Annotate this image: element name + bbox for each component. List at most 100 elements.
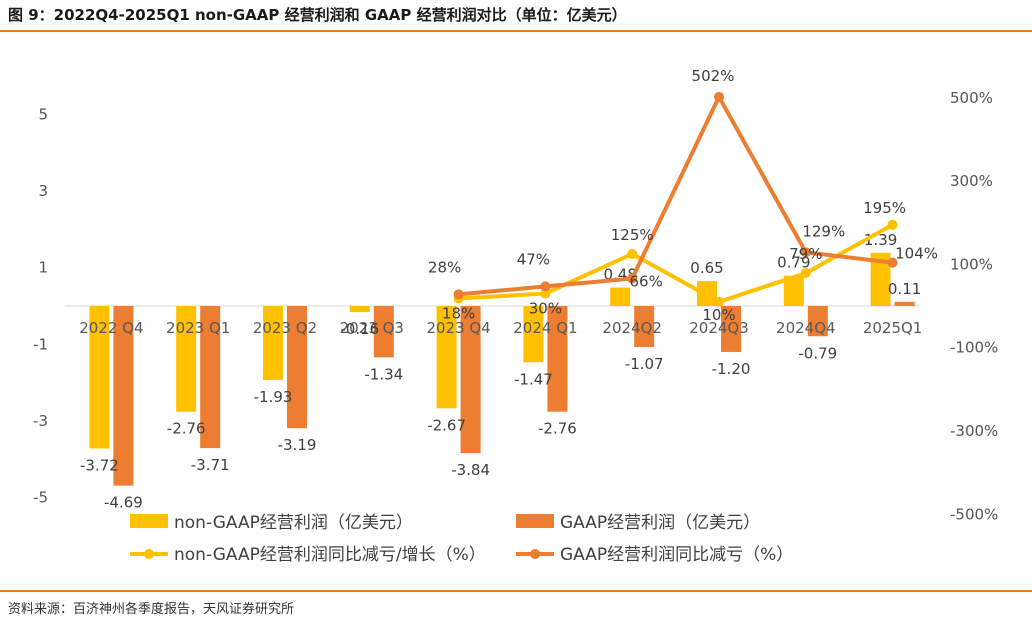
bar-value-label: -4.69 (104, 494, 143, 512)
bar (287, 306, 307, 429)
bar-value-label: -3.19 (278, 436, 317, 454)
left-axis: 5 3 1 -1 -3 -5 (33, 106, 48, 507)
bar-value-label: -0.79 (798, 344, 837, 362)
line-value-label: 129% (802, 222, 845, 240)
left-tick-label: -5 (33, 489, 48, 507)
right-tick-label: 300% (950, 172, 993, 190)
right-tick-label: -100% (950, 339, 998, 357)
category-label: 2024Q4 (776, 319, 836, 337)
category-labels: 2022 Q4 2023 Q1 2023 Q2 2023 Q3 2023 Q4 2024 … (79, 319, 922, 337)
bar (373, 306, 394, 358)
left-tick-label: -3 (33, 412, 48, 430)
series-line (458, 94, 893, 297)
category-label: 2023 Q2 (253, 319, 317, 337)
bar-value-label: 0.65 (690, 259, 723, 277)
left-tick-label: -1 (33, 335, 48, 353)
bar (610, 287, 631, 306)
legend-marker (144, 549, 154, 559)
bar (113, 306, 134, 486)
legend-marker (530, 549, 540, 559)
bar (634, 306, 655, 347)
bar-value-label: -2.76 (167, 420, 206, 438)
line-point (887, 219, 898, 230)
left-tick-label: 5 (38, 106, 48, 124)
line-point (800, 247, 811, 258)
category-label: 2024Q3 (689, 319, 749, 337)
bar-value-label: 0.79 (777, 254, 810, 272)
right-tick-label: 500% (950, 89, 993, 107)
legend-label: GAAP经营利润同比减亏（%） (560, 545, 793, 565)
legend-label: GAAP经营利润（亿美元） (560, 513, 760, 533)
line-value-label: 125% (611, 226, 654, 244)
series-line (458, 223, 894, 304)
line-value-label: 28% (428, 258, 461, 276)
bar (523, 306, 544, 363)
line-value-label: 502% (692, 67, 735, 85)
right-tick-label: -300% (950, 422, 998, 440)
bar (807, 306, 828, 337)
bar (89, 306, 110, 449)
bar (783, 275, 804, 306)
line-value-label: 10% (702, 306, 735, 324)
line-value-label: 195% (863, 199, 906, 217)
line-point (453, 289, 464, 300)
line-value-label: 18% (442, 305, 475, 323)
line-point (540, 281, 551, 292)
line-point (540, 288, 551, 299)
bar-value-label: -0.16 (340, 320, 379, 338)
line-series (453, 91, 898, 307)
legend-swatch (516, 514, 554, 528)
bar-data-labels: -3.72-2.76-1.93-0.16-2.67-1.470.48 0.65 0.… (80, 231, 921, 512)
line-value-label: 66% (630, 273, 663, 291)
bar-value-label: -1.20 (712, 360, 751, 378)
legend-label: non-GAAP经营利润同比减亏/增长（%） (174, 545, 486, 565)
category-label: 2023 Q4 (426, 319, 490, 337)
line-point (800, 268, 811, 279)
right-tick-label: 100% (950, 255, 993, 273)
bar-value-label: -1.07 (625, 355, 664, 373)
source-note: 资料来源：百济神州各季度报告，天风证券研究所 (8, 602, 295, 617)
bar (870, 252, 891, 306)
line-value-label: 47% (517, 250, 550, 268)
bar-value-label: -2.76 (538, 420, 577, 438)
legend-label: non-GAAP经营利润（亿美元） (174, 513, 413, 533)
category-label: 2024Q2 (602, 319, 662, 337)
bar-series (89, 252, 915, 486)
left-tick-label: 1 (38, 259, 48, 277)
line-point (714, 296, 724, 307)
bar (349, 306, 370, 313)
right-tick-label: -500% (950, 505, 998, 523)
line-point (887, 257, 898, 268)
line-value-label: 79% (789, 245, 822, 263)
bar (200, 306, 221, 449)
bar (547, 306, 568, 412)
legend: non-GAAP经营利润（亿美元） GAAP经营利润（亿美元） non-GAAP经营… (130, 513, 793, 565)
bar (176, 306, 197, 412)
left-tick-label: 3 (38, 182, 48, 200)
line-data-labels: 18% 30% 125% 10% 79% 195% 28% 47% 66% 502% 129% 104… (428, 67, 938, 324)
bar-value-label: -1.93 (254, 388, 293, 406)
bar (460, 306, 481, 454)
right-axis: 500% 300% 100% -100% -300% -500% (950, 89, 998, 524)
line-point (627, 248, 638, 259)
figure-title: 图 9：2022Q4-2025Q1 non-GAAP 经营利润和 GAAP 经营… (8, 6, 627, 24)
bar-value-label: -1.47 (514, 370, 553, 388)
category-label: 2023 Q1 (166, 319, 230, 337)
bottom-rule (0, 590, 1032, 592)
bar-value-label: 0.11 (888, 280, 921, 298)
bar-value-label: -3.71 (191, 456, 230, 474)
bar-value-label: -3.72 (80, 456, 119, 474)
legend-swatch (130, 514, 168, 528)
category-label: 2022 Q4 (79, 319, 143, 337)
bar (436, 306, 457, 409)
category-label: 2024 Q1 (513, 319, 577, 337)
line-value-label: 30% (529, 300, 562, 318)
bar-value-label: -3.84 (451, 461, 490, 479)
bar-value-label: -2.67 (427, 416, 466, 434)
line-point (714, 91, 724, 102)
category-label: 2023 Q3 (340, 319, 404, 337)
bar-value-label: -1.34 (364, 365, 403, 383)
top-rule (0, 30, 1032, 32)
category-label: 2025Q1 (863, 319, 923, 337)
line-point (627, 273, 638, 284)
